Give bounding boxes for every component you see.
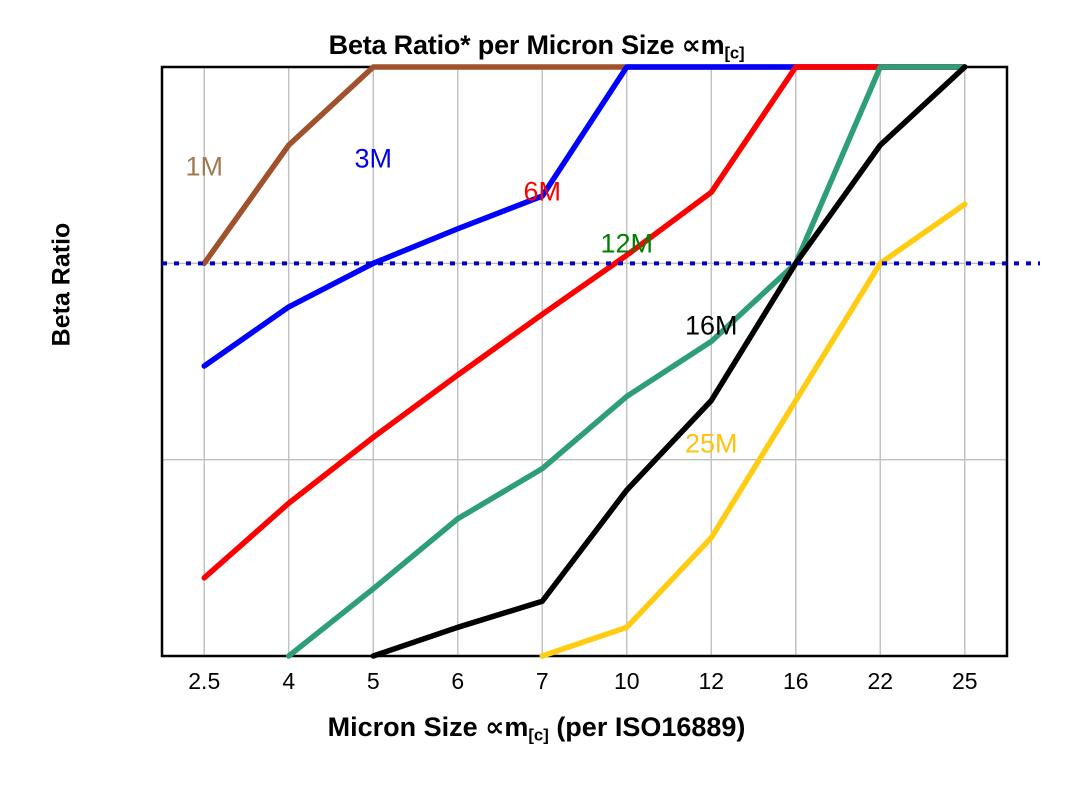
series-label-6m: 6M xyxy=(523,176,562,207)
series-line-6m xyxy=(201,64,968,581)
x-tick-label: 7 xyxy=(535,668,549,694)
series-label-1m: 1M xyxy=(185,151,224,182)
x-axis-title-pre: Micron Size xyxy=(327,712,486,742)
x-axis-title-post: (per ISO16889) xyxy=(548,712,746,742)
proportional-symbol: ∝ xyxy=(485,712,505,743)
series-label-3m: 3M xyxy=(354,143,393,174)
gridlines xyxy=(162,67,1007,656)
x-axis-title: Micron Size ∝m[c] (per ISO16889) xyxy=(0,712,1073,746)
series-label-25m: 25M xyxy=(684,428,738,459)
chart-title: Beta Ratio* per Micron Size ∝m[c] xyxy=(0,30,1073,64)
x-tick-label: 5 xyxy=(366,668,380,694)
x-tick-label: 22 xyxy=(867,668,894,694)
series-line-12m xyxy=(286,64,968,659)
series-label-12m: 12M xyxy=(600,228,654,259)
series-line-25m xyxy=(539,201,968,659)
x-tick-label: 16 xyxy=(782,668,809,694)
series-line-1m xyxy=(201,64,968,267)
series-line-16m xyxy=(370,64,968,659)
x-tick-label: 4 xyxy=(282,668,296,694)
x-tick-label: 12 xyxy=(698,668,725,694)
x-axis-title-subscript: [c] xyxy=(528,725,549,745)
x-tick-label: 25 xyxy=(951,668,978,694)
series-line-3m xyxy=(201,64,968,369)
proportional-symbol: ∝ xyxy=(681,30,701,61)
chart-title-m: m xyxy=(700,30,725,60)
x-tick-label: 10 xyxy=(613,668,640,694)
chart-title-subscript: [c] xyxy=(724,43,745,63)
chart-title-main: Beta Ratio* per Micron Size xyxy=(328,30,682,60)
series-label-16m: 16M xyxy=(684,310,738,341)
x-tick-label: 6 xyxy=(451,668,465,694)
x-tick-label: 2.5 xyxy=(188,668,221,694)
series-lines xyxy=(201,64,968,659)
x-axis-title-m: m xyxy=(504,712,529,742)
